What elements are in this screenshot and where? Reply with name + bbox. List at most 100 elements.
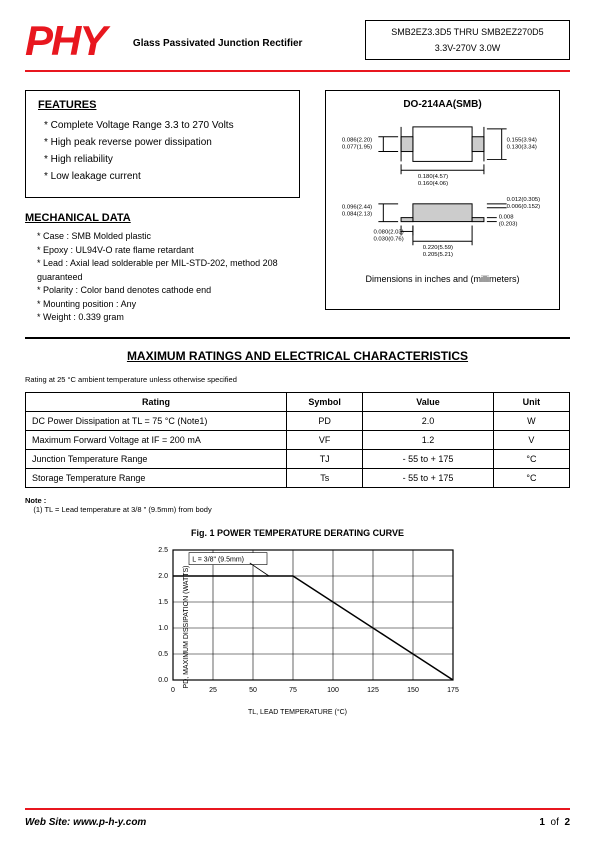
svg-text:150: 150 xyxy=(407,687,419,694)
cell-unit: V xyxy=(493,430,569,449)
cell-symbol: TJ xyxy=(287,449,363,468)
cell-label: Maximum Forward Voltage at IF = 200 mA xyxy=(26,430,287,449)
mechanical-item: Mounting position : Any xyxy=(37,298,300,312)
svg-text:175: 175 xyxy=(447,687,459,694)
dim: 0.006(0.152) xyxy=(507,204,541,210)
dim: 0.160(4.06) xyxy=(418,181,448,187)
page-number: 1 of 2 xyxy=(539,817,570,828)
package-outline-svg: 0.086(2.20) 0.077(1.95) 0.155(3.94) 0.13… xyxy=(334,116,551,266)
note-title: Note : xyxy=(25,496,46,505)
chart-xlabel: TL, LEAD TEMPERATURE (°C) xyxy=(248,709,347,716)
cell-label: Storage Temperature Range xyxy=(26,468,287,487)
cell-symbol: Ts xyxy=(287,468,363,487)
mechanical-item: Polarity : Color band denotes cathode en… xyxy=(37,284,300,298)
svg-text:2.0: 2.0 xyxy=(158,573,168,580)
chart-wrap: PD, MAXIMUM DISSIPATION (WATTS) 0 25 50 75 1… xyxy=(25,542,570,712)
svg-text:0.0: 0.0 xyxy=(158,677,168,684)
package-name: DO-214AA(SMB) xyxy=(334,99,551,110)
svg-text:1.0: 1.0 xyxy=(158,625,168,632)
logo-block: PHY xyxy=(25,20,105,62)
dim: 0.220(5.59) xyxy=(423,245,453,251)
dim: 0.205(5.21) xyxy=(423,252,453,258)
features-title: FEATURES xyxy=(38,99,287,111)
cell-symbol: VF xyxy=(287,430,363,449)
subtitle: Glass Passivated Junction Rectifier xyxy=(133,38,303,49)
dim: (0.203) xyxy=(499,222,518,228)
ratings-condition: Rating at 25 °C ambient temperature unle… xyxy=(25,375,570,384)
svg-text:0.5: 0.5 xyxy=(158,651,168,658)
website: Web Site: www.p-h-y.com xyxy=(25,817,146,828)
feature-item: High peak reverse power dissipation xyxy=(44,134,287,151)
cell-label: DC Power Dissipation at TL = 75 °C (Note… xyxy=(26,411,287,430)
logo: PHY xyxy=(25,20,105,62)
feature-item: High reliability xyxy=(44,151,287,168)
dim: 0.130(3.34) xyxy=(507,145,537,151)
dim: 0.012(0.305) xyxy=(507,197,541,203)
table-row: Maximum Forward Voltage at IF = 200 mA V… xyxy=(26,430,570,449)
dim: 0.180(4.57) xyxy=(418,174,448,180)
package-diagram-box: DO-214AA(SMB) 0.086(2.20) 0 xyxy=(325,90,560,310)
mechanical-title: MECHANICAL DATA xyxy=(25,212,300,224)
spec-summary: 3.3V-270V 3.0W xyxy=(376,43,559,53)
svg-text:2.5: 2.5 xyxy=(158,547,168,554)
chart-ylabel: PD, MAXIMUM DISSIPATION (WATTS) xyxy=(183,565,190,688)
chart-container: PD, MAXIMUM DISSIPATION (WATTS) 0 25 50 75 1… xyxy=(133,542,463,712)
title-box: SMB2EZ3.3D5 THRU SMB2EZ270D5 3.3V-270V 3… xyxy=(365,20,570,60)
mechanical-list: Case : SMB Molded plastic Epoxy : UL94V-… xyxy=(37,230,300,325)
col-rating: Rating xyxy=(26,392,287,411)
table-header-row: Rating Symbol Value Unit xyxy=(26,392,570,411)
cell-value: - 55 to + 175 xyxy=(363,468,494,487)
dim: 0.086(2.20) xyxy=(342,138,372,144)
table-row: Junction Temperature Range TJ - 55 to + … xyxy=(26,449,570,468)
svg-text:0: 0 xyxy=(171,687,175,694)
dim: 0.155(3.94) xyxy=(507,138,537,144)
mechanical-item: Weight : 0.339 gram xyxy=(37,311,300,325)
header-divider xyxy=(25,70,570,72)
mechanical-block: MECHANICAL DATA Case : SMB Molded plasti… xyxy=(25,212,300,325)
mechanical-item: Epoxy : UL94V-O rate flame retardant xyxy=(37,244,300,258)
cell-unit: °C xyxy=(493,468,569,487)
top-columns: FEATURES Complete Voltage Range 3.3 to 2… xyxy=(25,90,570,325)
figure-title: Fig. 1 POWER TEMPERATURE DERATING CURVE xyxy=(25,528,570,538)
left-column: FEATURES Complete Voltage Range 3.3 to 2… xyxy=(25,90,300,325)
dim: 0.008 xyxy=(499,215,514,221)
cell-symbol: PD xyxy=(287,411,363,430)
svg-text:1.5: 1.5 xyxy=(158,599,168,606)
svg-text:75: 75 xyxy=(289,687,297,694)
col-value: Value xyxy=(363,392,494,411)
footer-divider xyxy=(25,808,570,810)
features-list: Complete Voltage Range 3.3 to 270 Volts … xyxy=(44,117,287,185)
svg-text:125: 125 xyxy=(367,687,379,694)
dim: 0.030(0.76) xyxy=(373,236,403,242)
part-range: SMB2EZ3.3D5 THRU SMB2EZ270D5 xyxy=(376,27,559,37)
ratings-title: MAXIMUM RATINGS AND ELECTRICAL CHARACTER… xyxy=(25,349,570,363)
table-row: DC Power Dissipation at TL = 75 °C (Note… xyxy=(26,411,570,430)
table-row: Storage Temperature Range Ts - 55 to + 1… xyxy=(26,468,570,487)
cell-value: - 55 to + 175 xyxy=(363,449,494,468)
svg-text:50: 50 xyxy=(249,687,257,694)
cell-unit: W xyxy=(493,411,569,430)
dim: 0.084(2.13) xyxy=(342,212,372,218)
dim: 0.077(1.95) xyxy=(342,145,372,151)
cell-label: Junction Temperature Range xyxy=(26,449,287,468)
svg-text:L = 3/8" (9.5mm): L = 3/8" (9.5mm) xyxy=(192,556,244,563)
features-box: FEATURES Complete Voltage Range 3.3 to 2… xyxy=(25,90,300,198)
dim: 0.080(2.03) xyxy=(373,229,403,235)
cell-value: 2.0 xyxy=(363,411,494,430)
dimension-note: Dimensions in inches and (millimeters) xyxy=(334,274,551,284)
derating-chart: 0 25 50 75 100 125 150 175 0.0 0.5 1.0 1.5 2.0 2.5 L =… xyxy=(133,542,463,702)
cell-unit: °C xyxy=(493,449,569,468)
ratings-table: Rating Symbol Value Unit DC Power Dissip… xyxy=(25,392,570,488)
feature-item: Low leakage current xyxy=(44,168,287,185)
footer: Web Site: www.p-h-y.com 1 of 2 xyxy=(25,817,570,828)
dim: 0.096(2.44) xyxy=(342,205,372,211)
svg-text:100: 100 xyxy=(327,687,339,694)
svg-text:25: 25 xyxy=(209,687,217,694)
mechanical-item: Case : SMB Molded plastic xyxy=(37,230,300,244)
header: PHY Glass Passivated Junction Rectifier … xyxy=(25,20,570,62)
feature-item: Complete Voltage Range 3.3 to 270 Volts xyxy=(44,117,287,134)
note-text: (1) TL = Lead temperature at 3/8 " (9.5m… xyxy=(33,505,211,514)
section-divider xyxy=(25,337,570,339)
note-block: Note : (1) TL = Lead temperature at 3/8 … xyxy=(25,496,570,514)
col-unit: Unit xyxy=(493,392,569,411)
